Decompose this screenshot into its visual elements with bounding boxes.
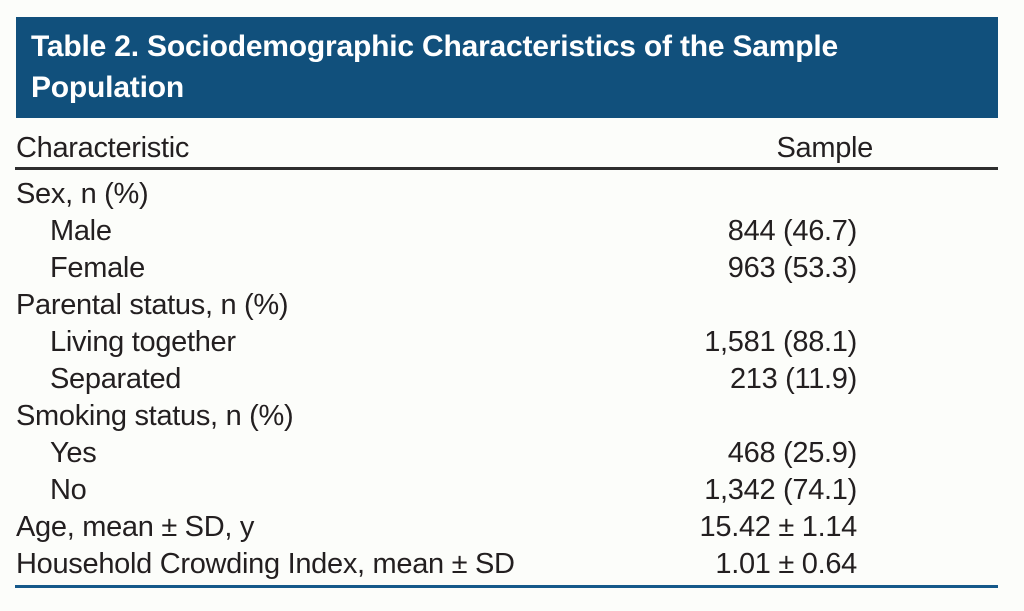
table-row: Male 844 (46.7) bbox=[16, 213, 998, 250]
row-label: No bbox=[50, 474, 87, 506]
table-title-banner: Table 2. Sociodemographic Characteristic… bbox=[16, 17, 998, 118]
row-label: Smoking status, n (%) bbox=[16, 400, 294, 432]
table-row: No 1,342 (74.1) bbox=[16, 472, 998, 509]
table-row: Female 963 (53.3) bbox=[16, 250, 998, 287]
table-row: Living together 1,581 (88.1) bbox=[16, 324, 998, 361]
column-header-sample: Sample bbox=[776, 131, 873, 164]
bottom-rule bbox=[15, 585, 998, 588]
table-row: Household Crowding Index, mean ± SD 1.01… bbox=[16, 546, 998, 583]
row-value: 1,581 (88.1) bbox=[704, 326, 857, 358]
row-label: Male bbox=[50, 215, 112, 247]
row-label: Living together bbox=[50, 326, 236, 358]
table-row: Yes 468 (25.9) bbox=[16, 435, 998, 472]
table-row: Separated 213 (11.9) bbox=[16, 361, 998, 398]
table-row: Sex, n (%) bbox=[16, 176, 998, 213]
table-title: Table 2. Sociodemographic Characteristic… bbox=[31, 30, 839, 104]
column-header-characteristic: Characteristic bbox=[16, 131, 190, 164]
table-row: Parental status, n (%) bbox=[16, 287, 998, 324]
row-value: 963 (53.3) bbox=[727, 252, 858, 284]
row-value: 468 (25.9) bbox=[727, 437, 858, 469]
row-value: 844 (46.7) bbox=[727, 215, 858, 247]
table-header-row: Characteristic Sample bbox=[16, 128, 998, 168]
table-row: Smoking status, n (%) bbox=[16, 398, 998, 435]
row-value: 213 (11.9) bbox=[729, 363, 857, 395]
row-label: Parental status, n (%) bbox=[16, 289, 289, 321]
row-value: 15.42 ± 1.14 bbox=[699, 511, 858, 543]
row-label: Separated bbox=[50, 363, 182, 395]
row-label: Female bbox=[50, 252, 145, 284]
row-value: 1,342 (74.1) bbox=[704, 474, 857, 506]
row-value: 1.01 ± 0.64 bbox=[715, 548, 857, 580]
row-label: Household Crowding Index, mean ± SD bbox=[16, 548, 515, 580]
row-label: Yes bbox=[50, 437, 97, 469]
table-body: Sex, n (%) Male 844 (46.7) Female 963 (5… bbox=[16, 176, 998, 583]
row-label: Sex, n (%) bbox=[16, 178, 149, 210]
header-rule bbox=[15, 167, 998, 170]
row-label: Age, mean ± SD, y bbox=[16, 511, 255, 543]
table-row: Age, mean ± SD, y 15.42 ± 1.14 bbox=[16, 509, 998, 546]
